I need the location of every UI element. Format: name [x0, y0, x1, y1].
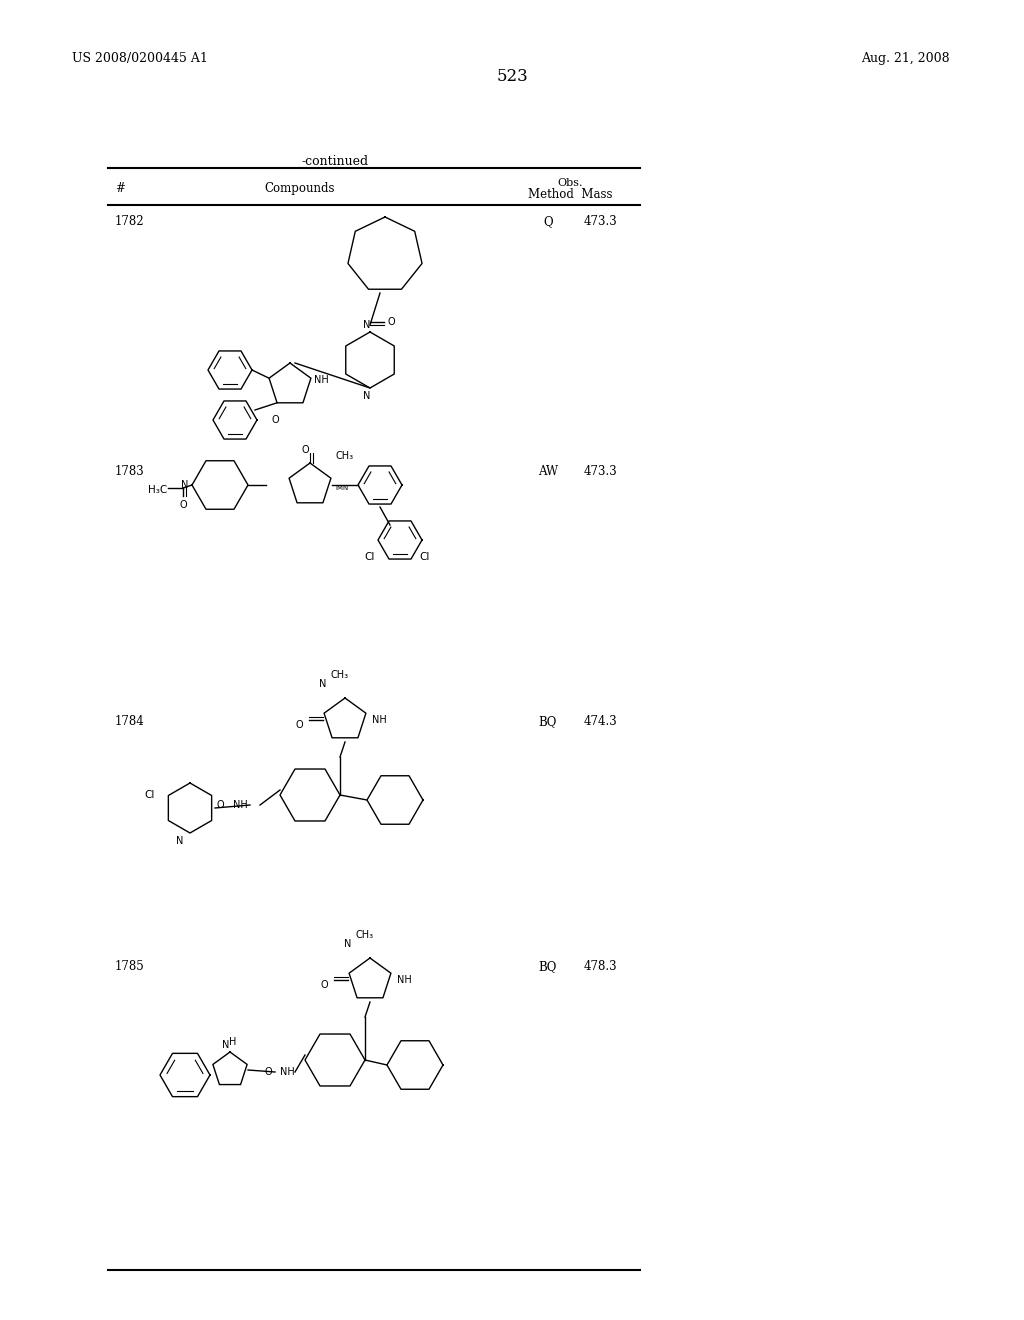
Text: 1784: 1784: [115, 715, 144, 729]
Text: O: O: [179, 500, 186, 510]
Text: N: N: [364, 391, 371, 401]
Text: US 2008/0200445 A1: US 2008/0200445 A1: [72, 51, 208, 65]
Text: CH₃: CH₃: [335, 451, 353, 461]
Text: iMN: iMN: [335, 484, 348, 491]
Text: N: N: [344, 939, 351, 949]
Text: -continued: -continued: [301, 154, 369, 168]
Text: Cl: Cl: [144, 789, 156, 800]
Text: Aug. 21, 2008: Aug. 21, 2008: [861, 51, 950, 65]
Text: H₃C: H₃C: [148, 484, 167, 495]
Text: O: O: [387, 317, 394, 327]
Text: CH₃: CH₃: [356, 931, 374, 940]
Text: 473.3: 473.3: [583, 215, 616, 228]
Text: BQ: BQ: [539, 715, 557, 729]
Text: 473.3: 473.3: [583, 465, 616, 478]
Text: Cl: Cl: [420, 552, 430, 562]
Text: NH: NH: [397, 975, 412, 985]
Text: 478.3: 478.3: [584, 960, 616, 973]
Text: Q: Q: [543, 215, 553, 228]
Text: O: O: [271, 414, 279, 425]
Text: AW: AW: [538, 465, 558, 478]
Text: 474.3: 474.3: [583, 715, 616, 729]
Text: NH: NH: [314, 375, 329, 385]
Text: 1785: 1785: [115, 960, 144, 973]
Text: Compounds: Compounds: [265, 182, 335, 195]
Text: 523: 523: [496, 69, 528, 84]
Text: O: O: [321, 979, 328, 990]
Text: N: N: [364, 319, 371, 330]
Text: N: N: [176, 836, 183, 846]
Text: N: N: [222, 1040, 229, 1049]
Text: N: N: [319, 678, 327, 689]
Text: NH: NH: [280, 1067, 295, 1077]
Text: BQ: BQ: [539, 960, 557, 973]
Text: O: O: [295, 719, 303, 730]
Text: 1782: 1782: [115, 215, 144, 228]
Text: CH₃: CH₃: [331, 671, 349, 680]
Text: N: N: [180, 480, 188, 490]
Text: O: O: [301, 445, 309, 455]
Text: O: O: [216, 800, 224, 810]
Text: NH: NH: [372, 715, 387, 725]
Text: Cl: Cl: [365, 552, 375, 562]
Text: #: #: [115, 182, 125, 195]
Text: 1783: 1783: [115, 465, 144, 478]
Text: Obs.: Obs.: [557, 178, 583, 187]
Text: Method  Mass: Method Mass: [527, 187, 612, 201]
Text: H: H: [229, 1038, 237, 1047]
Text: O: O: [264, 1067, 271, 1077]
Text: NH: NH: [232, 800, 248, 810]
